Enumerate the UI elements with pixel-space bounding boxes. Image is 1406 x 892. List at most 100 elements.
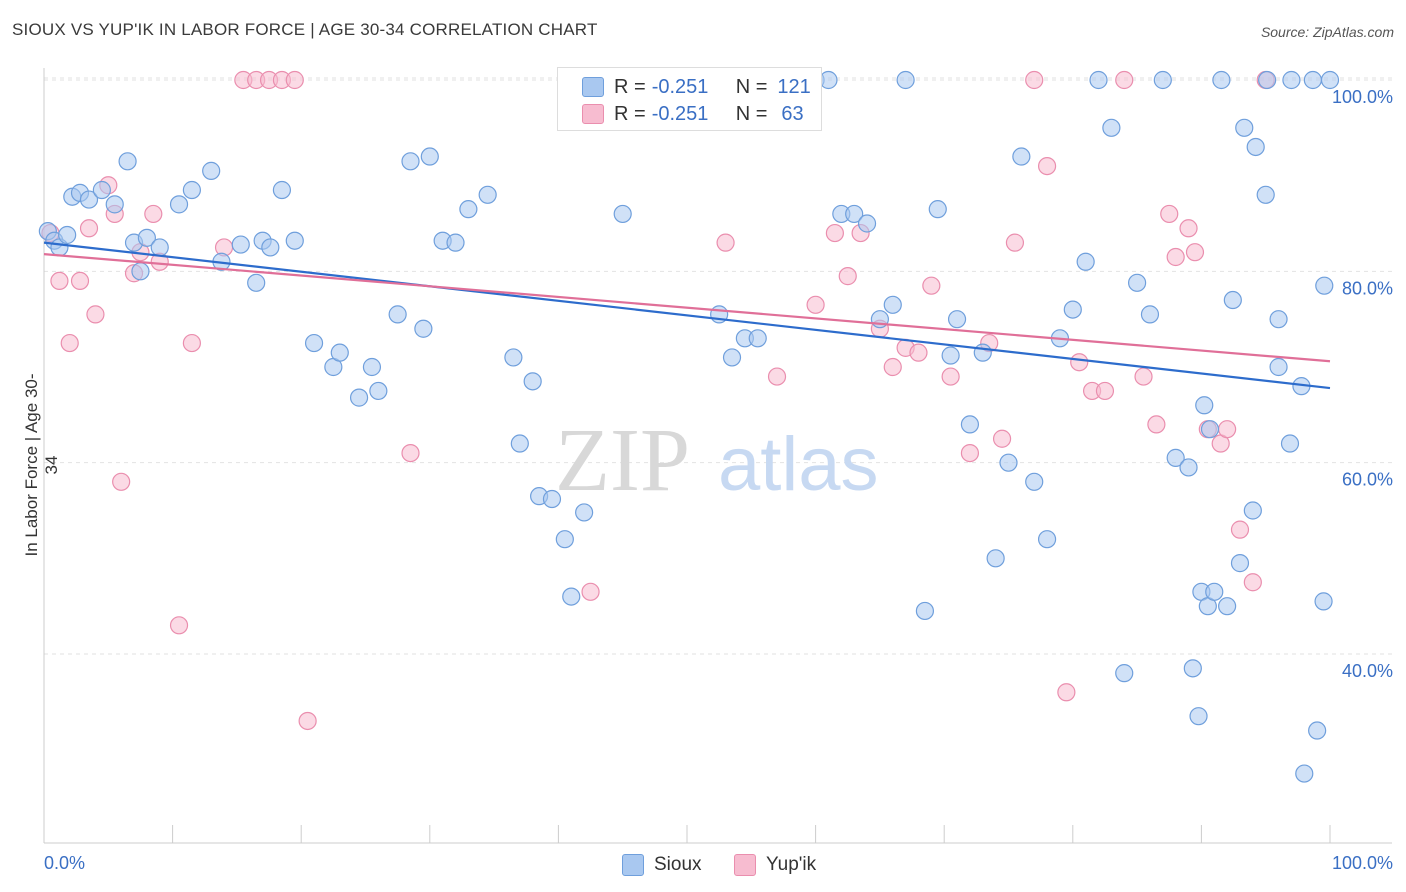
x-tick-label-min: 0.0% bbox=[44, 853, 85, 873]
sioux-point bbox=[1205, 582, 1224, 601]
sioux-point bbox=[883, 295, 902, 314]
sioux-point bbox=[304, 333, 324, 353]
sioux-legend-label: Sioux bbox=[654, 854, 702, 875]
yupik-point bbox=[169, 616, 189, 635]
sioux-point bbox=[231, 235, 250, 254]
sioux-point bbox=[1235, 118, 1254, 137]
sioux-point bbox=[1153, 70, 1172, 90]
y-tick-label: 80.0% bbox=[1342, 278, 1393, 298]
sioux-point bbox=[857, 214, 877, 233]
yupik-point bbox=[883, 357, 902, 377]
y-tick-label: 100.0% bbox=[1332, 87, 1393, 107]
sioux-point bbox=[1314, 592, 1333, 611]
yupik-point bbox=[838, 267, 857, 286]
legend-item-sioux: Sioux bbox=[622, 852, 702, 878]
sioux-point bbox=[986, 549, 1005, 568]
stats-legend: R = -0.251 N = 121 R = -0.251 N = 63 bbox=[557, 67, 822, 131]
sioux-point bbox=[504, 348, 523, 367]
sioux-point bbox=[510, 434, 529, 453]
sioux-point bbox=[1315, 276, 1334, 295]
sioux-point bbox=[1179, 458, 1198, 477]
yupik-point bbox=[1057, 683, 1076, 702]
yupik-point bbox=[60, 333, 79, 353]
sioux-point bbox=[420, 147, 439, 166]
r-label: R = bbox=[614, 102, 646, 125]
sioux-point bbox=[1303, 70, 1322, 90]
yupik-point bbox=[112, 472, 131, 491]
sioux-point bbox=[92, 180, 111, 200]
sioux-point bbox=[575, 503, 594, 522]
sioux-point bbox=[446, 233, 465, 252]
chart-title: SIOUX VS YUP'IK IN LABOR FORCE | AGE 30-… bbox=[12, 20, 598, 39]
sioux-point bbox=[915, 601, 935, 621]
sioux-point bbox=[261, 238, 280, 257]
sioux-point bbox=[819, 70, 838, 90]
sioux-point bbox=[542, 489, 562, 509]
sioux-point bbox=[58, 225, 77, 245]
yupik-point bbox=[401, 444, 420, 463]
yupik-point bbox=[1166, 247, 1185, 267]
source-label: Source: ZipAtlas.com bbox=[1260, 24, 1394, 40]
stats-row-yupik: R = -0.251 N = 63 bbox=[582, 101, 804, 127]
yupik-point bbox=[70, 271, 90, 290]
yupik-trend-line bbox=[43, 253, 1331, 363]
yupik-point bbox=[1218, 420, 1237, 439]
sioux-point bbox=[131, 262, 150, 281]
n-label: N = bbox=[735, 75, 768, 98]
sioux-point bbox=[330, 343, 349, 362]
yupik-point bbox=[960, 444, 980, 463]
sioux-point bbox=[459, 200, 478, 219]
watermark-atlas: atlas bbox=[718, 422, 879, 507]
sioux-point bbox=[555, 530, 574, 549]
yupik-point bbox=[298, 711, 317, 731]
sioux-point bbox=[1258, 70, 1277, 90]
legend-item-yupik: Yup'ik bbox=[734, 852, 816, 878]
yupik-point bbox=[992, 429, 1012, 448]
yupik-point bbox=[1185, 243, 1205, 262]
sioux-point bbox=[973, 343, 992, 362]
sioux-point bbox=[613, 204, 632, 224]
yupik-point bbox=[767, 367, 787, 386]
sioux-point bbox=[105, 195, 124, 214]
sioux-point bbox=[1256, 185, 1275, 204]
sioux-point bbox=[845, 204, 864, 224]
sioux-point bbox=[523, 372, 542, 391]
sioux-point bbox=[137, 228, 156, 247]
stats-row-sioux: R = -0.251 N = 121 bbox=[582, 74, 811, 100]
sioux-point bbox=[999, 453, 1018, 472]
sioux-legend-swatch bbox=[622, 854, 644, 876]
yupik-point bbox=[1115, 70, 1134, 90]
yupik-point bbox=[1005, 233, 1025, 252]
yupik-points bbox=[41, 70, 1275, 731]
tick-labels: 40.0% 60.0% 80.0% 100.0% 0.0% 100.0% bbox=[44, 87, 1393, 873]
sioux-point bbox=[1200, 420, 1220, 439]
sioux-point bbox=[1089, 70, 1108, 90]
yupik-legend-label: Yup'ik bbox=[766, 854, 817, 875]
sioux-point bbox=[960, 415, 980, 434]
sioux-point bbox=[414, 319, 433, 338]
sioux-point bbox=[1037, 530, 1057, 549]
sioux-point bbox=[928, 200, 947, 219]
sioux-point bbox=[562, 587, 581, 606]
yupik-point bbox=[285, 70, 304, 90]
yupik-point bbox=[144, 204, 163, 224]
sioux-trend-line bbox=[43, 241, 1331, 390]
sioux-point bbox=[1166, 448, 1185, 467]
sioux-point bbox=[896, 70, 915, 90]
n-value: 63 bbox=[781, 102, 804, 125]
sioux-point bbox=[369, 381, 388, 401]
gridlines bbox=[44, 77, 1392, 655]
yupik-point bbox=[1095, 381, 1115, 401]
sioux-point bbox=[1308, 721, 1327, 740]
yupik-point bbox=[86, 305, 105, 324]
sioux-point bbox=[1320, 70, 1340, 90]
sioux-point bbox=[1140, 305, 1160, 324]
sioux-point bbox=[1115, 664, 1134, 683]
sioux-point bbox=[1243, 501, 1262, 520]
x-tick-label-max: 100.0% bbox=[1332, 853, 1393, 873]
sioux-point bbox=[1195, 396, 1214, 415]
sioux-point bbox=[349, 388, 369, 407]
yupik-point bbox=[1025, 70, 1044, 90]
sioux-point bbox=[1025, 472, 1044, 491]
yupik-point bbox=[1230, 520, 1250, 539]
